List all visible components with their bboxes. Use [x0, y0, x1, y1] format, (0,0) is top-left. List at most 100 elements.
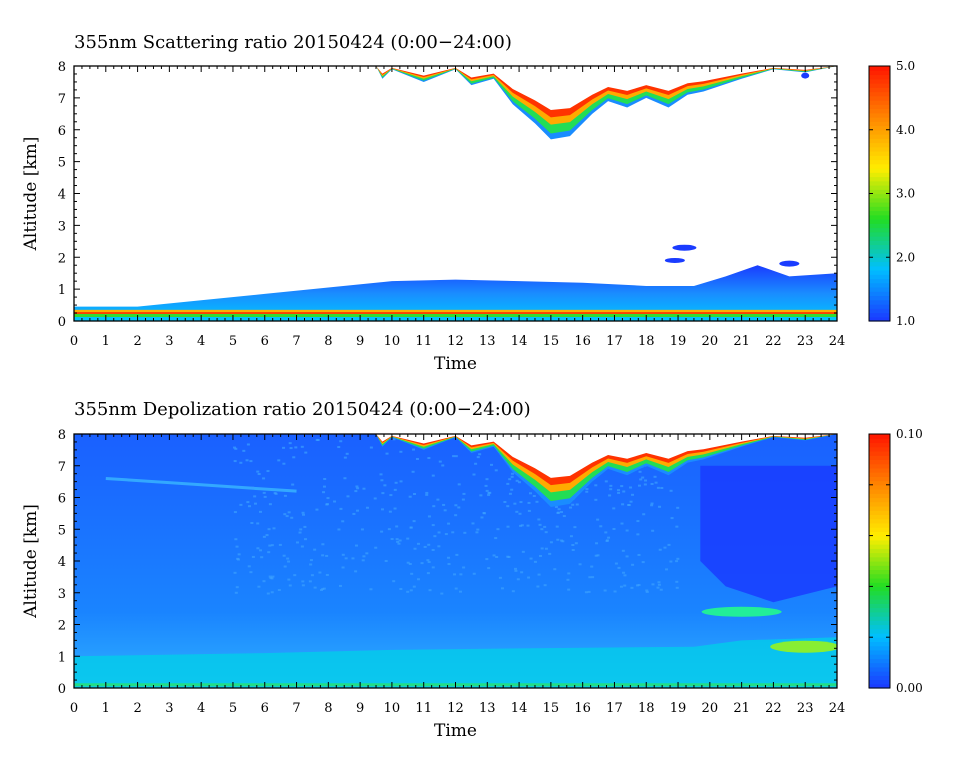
noise-speck — [304, 451, 308, 454]
noise-speck — [425, 493, 429, 496]
noise-speck — [621, 549, 625, 552]
noise-speck — [355, 485, 359, 488]
noise-speck — [392, 580, 396, 583]
noise-speck — [399, 480, 403, 483]
upper-cloud — [376, 434, 837, 502]
colorbar-cell — [869, 514, 890, 520]
noise-speck — [471, 522, 475, 525]
noise-speck — [286, 557, 290, 560]
noise-speck — [617, 566, 621, 569]
noise-speck — [455, 553, 459, 556]
noise-speck — [365, 506, 369, 509]
noise-speck — [287, 560, 291, 563]
noise-speck — [557, 508, 561, 511]
colorbar-cell — [869, 556, 890, 562]
noise-speck — [622, 490, 626, 493]
colorbar-cell — [869, 176, 890, 182]
noise-speck — [494, 469, 498, 472]
noise-speck — [428, 589, 432, 592]
noise-speck — [242, 449, 246, 452]
noise-speck — [669, 560, 673, 563]
noise-speck — [352, 512, 356, 515]
x-tick-label: 1 — [102, 334, 110, 349]
noise-speck — [588, 576, 592, 579]
upper-cloud — [376, 66, 837, 125]
noise-speck — [485, 478, 489, 481]
noise-speck — [237, 553, 241, 556]
noise-speck — [408, 562, 412, 565]
noise-speck — [343, 456, 347, 459]
noise-speck — [641, 561, 645, 564]
noise-speck — [567, 588, 571, 591]
boundary-layer-region — [74, 265, 837, 321]
noise-speck — [234, 591, 238, 594]
x-tick-label: 17 — [606, 334, 623, 349]
noise-speck — [676, 557, 680, 560]
colorbar-cell — [869, 121, 890, 127]
noise-speck — [333, 500, 337, 503]
noise-speck — [344, 557, 348, 560]
colorbar-cell — [869, 527, 890, 532]
noise-speck — [232, 446, 236, 449]
y-tick-label: 2 — [58, 251, 66, 266]
noise-speck — [625, 529, 629, 532]
x-tick-label: 3 — [165, 701, 173, 716]
noise-speck — [675, 525, 679, 528]
noise-speck — [650, 502, 654, 505]
colorbar-cell — [869, 312, 890, 318]
noise-speck — [462, 566, 466, 569]
colorbar-cell — [869, 74, 890, 80]
noise-speck — [285, 515, 289, 518]
y-tick-label: 8 — [58, 60, 66, 75]
noise-speck — [399, 450, 403, 453]
noise-speck — [620, 522, 624, 525]
noise-speck — [301, 580, 305, 583]
colorbar-label: 4.0 — [896, 123, 915, 137]
noise-speck — [341, 553, 345, 556]
noise-speck — [235, 545, 239, 548]
noise-speck — [506, 525, 510, 528]
y-tick-label: 0 — [58, 682, 66, 697]
noise-speck — [650, 483, 654, 486]
noise-speck — [630, 586, 634, 589]
noise-speck — [520, 524, 524, 527]
noise-speck — [246, 501, 250, 504]
colorbar-cell — [869, 658, 890, 664]
noise-speck — [609, 488, 613, 491]
noise-speck — [420, 562, 424, 565]
noise-speck — [257, 585, 261, 588]
colorbar-cell — [869, 476, 890, 482]
noise-speck — [380, 530, 384, 533]
noise-speck — [556, 511, 560, 514]
x-axis-label: Time — [434, 354, 477, 374]
noise-speck — [416, 578, 420, 581]
upper-cloud — [376, 434, 837, 493]
colorbar-cell — [869, 582, 890, 587]
noise-speck — [574, 542, 578, 545]
noise-speck — [321, 554, 325, 557]
noise-speck — [235, 586, 239, 589]
colorbar-label: 1.0 — [896, 314, 915, 328]
x-tick-label: 7 — [292, 701, 300, 716]
noise-speck — [426, 572, 430, 575]
noise-speck — [234, 538, 238, 541]
colorbar-cell — [869, 274, 890, 280]
noise-speck — [638, 470, 642, 473]
colorbar-cell — [869, 287, 890, 292]
x-tick-label: 6 — [261, 334, 269, 349]
colorbar: 0.00 0.10 — [868, 427, 923, 695]
noise-speck — [675, 586, 679, 589]
noise-speck — [498, 576, 502, 579]
noise-speck — [282, 554, 286, 557]
noise-speck — [520, 571, 524, 574]
noise-speck — [346, 495, 350, 498]
noise-speck — [251, 486, 255, 489]
noise-speck — [290, 516, 294, 519]
noise-speck — [396, 540, 400, 543]
noise-speck — [513, 567, 517, 570]
colorbar-cell — [869, 632, 890, 638]
colorbar-cell — [869, 202, 890, 207]
noise-speck — [623, 584, 627, 587]
noise-speck — [594, 554, 598, 557]
colorbar-label: 0.10 — [896, 427, 923, 441]
